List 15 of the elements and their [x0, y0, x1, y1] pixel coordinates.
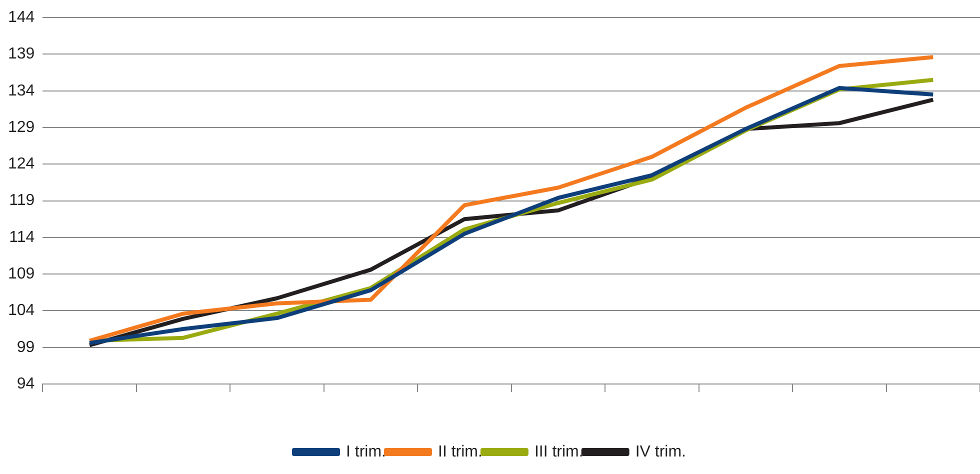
- y-tick-label: 109: [8, 265, 35, 282]
- y-tick-label: 124: [8, 156, 35, 173]
- y-tick-label: 119: [9, 192, 35, 210]
- legend-label: III trim.: [534, 443, 584, 460]
- y-tick-label: 139: [8, 46, 35, 63]
- legend-label: IV trim.: [635, 443, 686, 460]
- y-tick-label: 134: [8, 82, 35, 100]
- y-tick-label: 104: [8, 302, 35, 320]
- legend-label: II trim.: [438, 443, 482, 460]
- y-tick-label: 99: [16, 338, 35, 356]
- y-tick-label: 129: [8, 118, 35, 136]
- y-tick-label: 114: [9, 228, 35, 246]
- y-tick-label: 94: [16, 375, 35, 392]
- y-tick-label: 144: [8, 9, 35, 26]
- legend-label: I trim.: [346, 443, 386, 460]
